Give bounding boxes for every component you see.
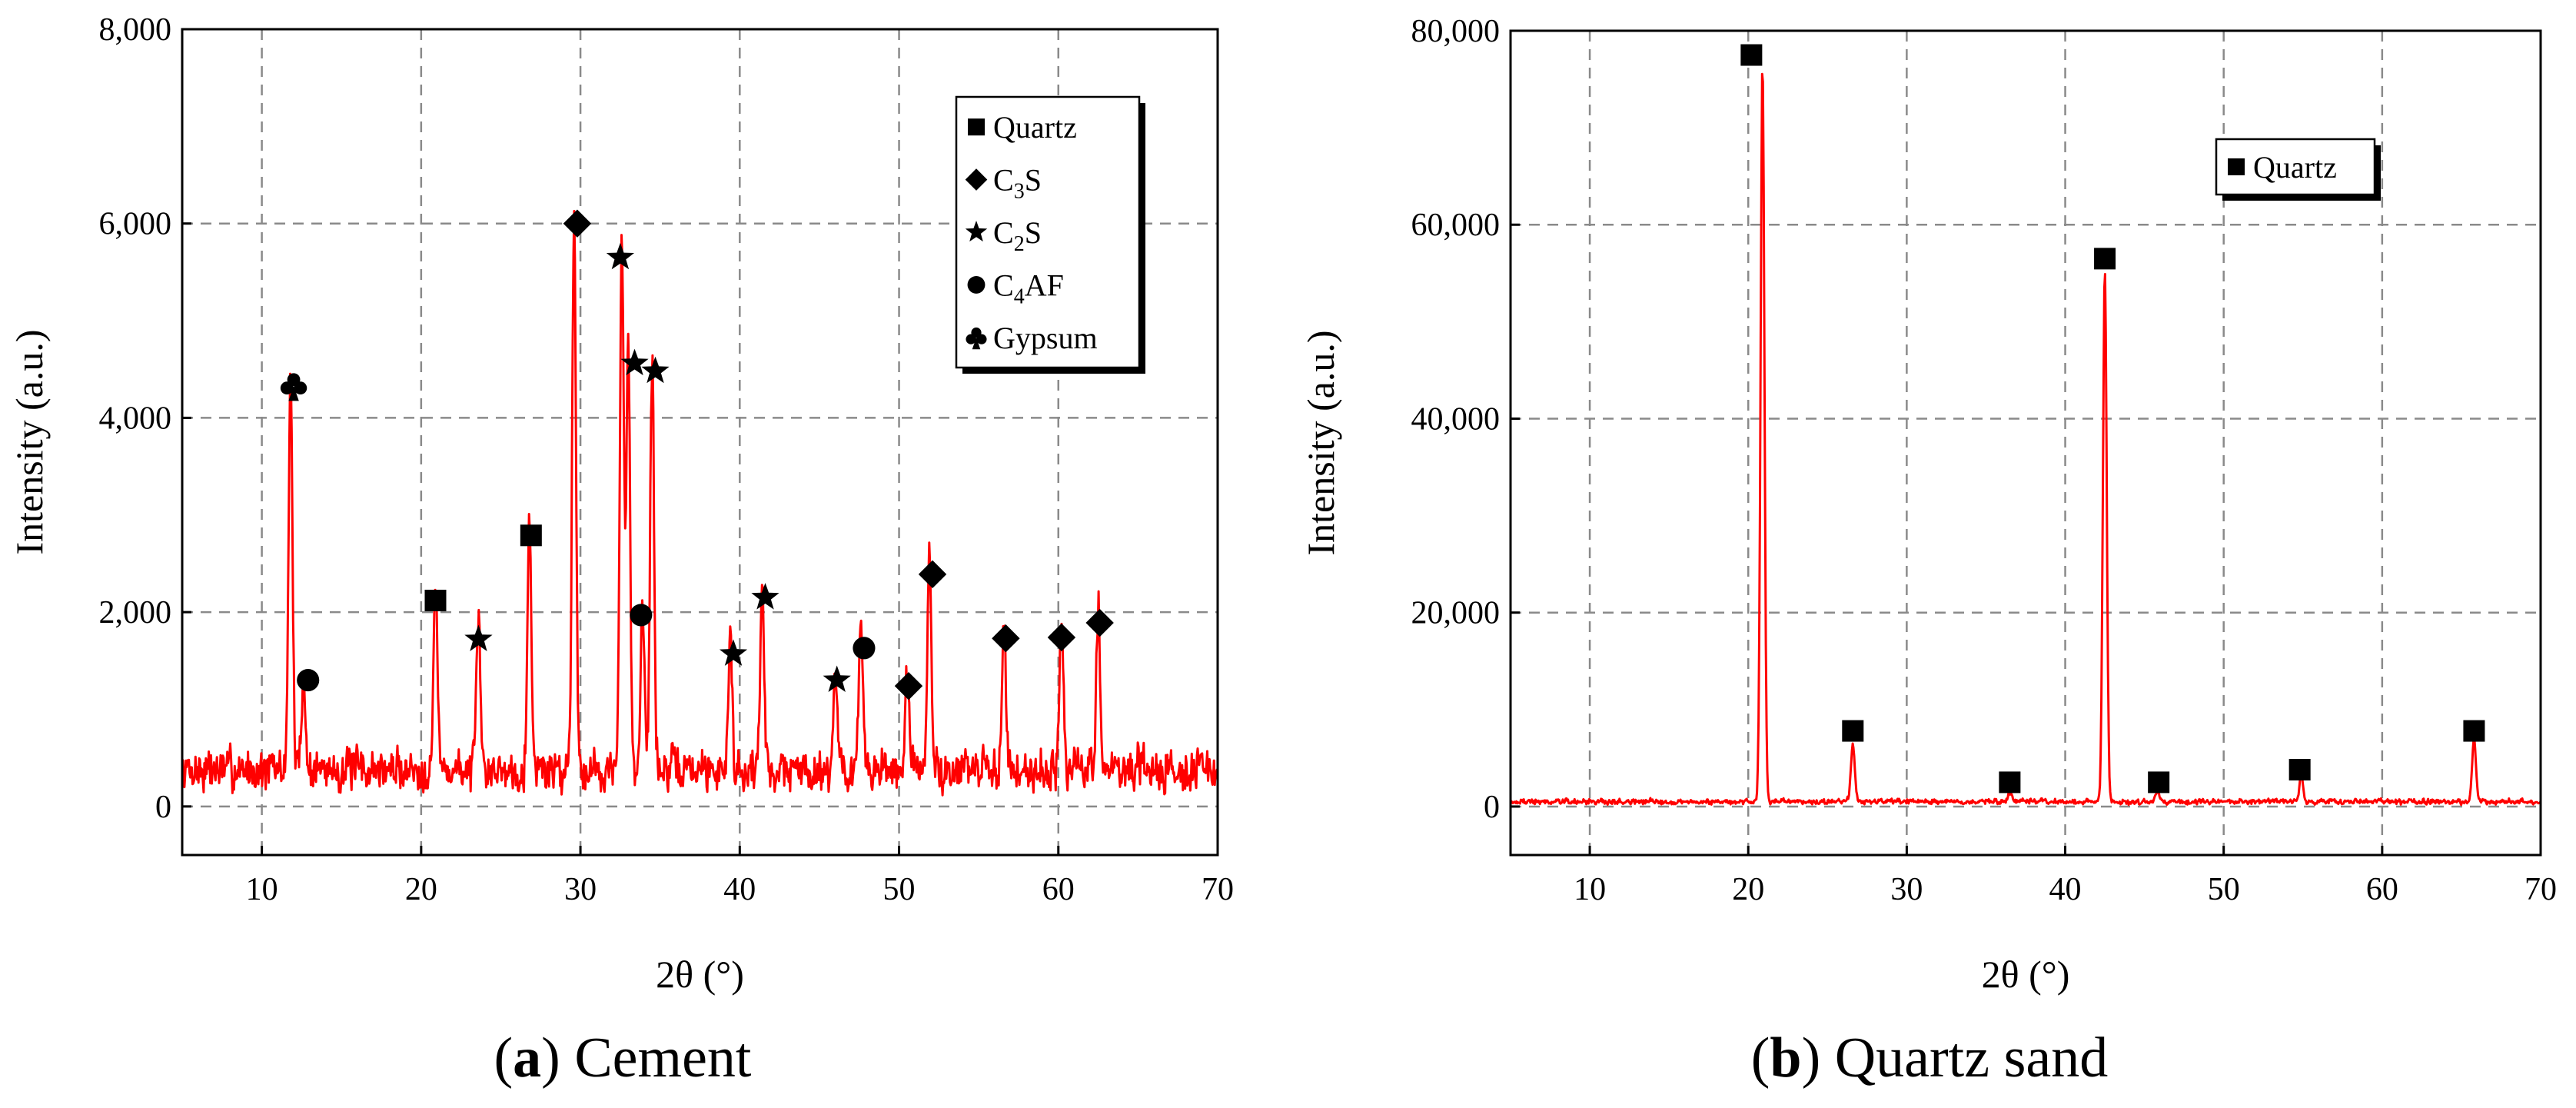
y-tick-label: 0	[155, 790, 171, 825]
peak-marker-diamond	[563, 209, 592, 238]
peak-marker-square	[1999, 771, 2021, 794]
legend-marker-club	[966, 327, 987, 350]
legend-label: Quartz	[2253, 150, 2337, 185]
caption-title: Quartz sand	[1835, 1026, 2108, 1090]
x-tick-label: 60	[2366, 872, 2398, 907]
peak-marker-square	[1842, 720, 1864, 742]
y-tick-label: 20,000	[1411, 596, 1501, 631]
caption-letter: b	[1770, 1026, 1801, 1090]
series-line	[182, 210, 1218, 797]
legend-label: C3S	[993, 163, 1042, 204]
x-tick-label: 30	[1890, 872, 1923, 907]
y-tick-label: 8,000	[99, 12, 172, 48]
peak-marker-square	[2094, 248, 2116, 270]
x-tick-label: 40	[723, 872, 756, 907]
panel-quartz-sand: (b) Quartz sand 10 20 30 40 50 60 70 0 20,000 40,…	[1299, 14, 2557, 1090]
x-tick-label: 40	[2049, 872, 2082, 907]
y-tick-label: 60,000	[1411, 208, 1501, 243]
peak-marker-diamond	[1085, 608, 1114, 637]
peak-marker-square	[2463, 720, 2485, 742]
y-tick-label: 2,000	[99, 595, 172, 631]
legend-label: C4AF	[993, 268, 1064, 308]
x-tick-label: 10	[246, 872, 278, 907]
legend-marker-square	[968, 118, 985, 136]
peak-markers	[1740, 44, 2485, 794]
caption-cement: (a) Cement	[494, 1026, 752, 1090]
y-tick-label: 0	[1484, 790, 1500, 825]
legend-box	[955, 95, 1141, 369]
series-line	[1511, 72, 2541, 807]
legend-marker-star	[965, 221, 988, 242]
peak-marker-club	[280, 373, 307, 401]
y-axis-title: Intensity (a.u.)	[8, 330, 51, 555]
legend-label: Quartz	[993, 110, 1077, 145]
y-tick-label: 80,000	[1411, 14, 1501, 49]
legend-label: Gypsum	[993, 321, 1098, 355]
peak-marker-diamond	[1047, 623, 1076, 652]
x-tick-label: 20	[405, 872, 437, 907]
peak-marker-star	[641, 356, 670, 384]
legend: Quartz	[2215, 138, 2381, 201]
peak-marker-star	[719, 639, 748, 666]
legend-marker-diamond	[965, 168, 988, 191]
x-tick-label: 70	[1202, 872, 1234, 907]
peak-marker-square	[2288, 759, 2311, 781]
y-tick-label: 6,000	[99, 207, 172, 242]
y-tick-label: 40,000	[1411, 401, 1501, 437]
peak-marker-circle	[853, 637, 876, 660]
legend-marker-square	[2228, 158, 2245, 175]
peak-marker-square	[424, 589, 447, 611]
x-axis-title: 2θ (°)	[1982, 953, 2070, 996]
peak-marker-diamond	[894, 671, 923, 700]
x-tick-label: 30	[564, 872, 597, 907]
x-axis-title: 2θ (°)	[656, 953, 744, 996]
peak-marker-star	[464, 624, 493, 651]
peak-marker-circle	[630, 604, 653, 627]
panel-cement: (a) Cement 10 20 30 40 50 60 70 0 2,000 4,000 6,00…	[8, 12, 1234, 1090]
legend: Quartz C3S C2S C4AF Gypsum	[955, 95, 1145, 374]
x-tick-label: 70	[2524, 872, 2557, 907]
peak-marker-star	[620, 348, 649, 376]
peak-marker-diamond	[992, 624, 1020, 653]
plot-frame	[181, 28, 1219, 857]
peak-marker-square	[520, 524, 542, 547]
peak-marker-circle	[297, 669, 320, 692]
x-tick-label: 60	[1042, 872, 1075, 907]
x-tick-label: 10	[1574, 872, 1606, 907]
plot-frame	[1509, 29, 2542, 857]
x-tick-label: 50	[2208, 872, 2240, 907]
legend-marker-circle	[967, 275, 986, 294]
peak-marker-square	[2148, 771, 2170, 794]
caption-quartz-sand: (b) Quartz sand	[1751, 1026, 2108, 1090]
peak-markers	[280, 209, 1114, 700]
peak-marker-star	[751, 583, 779, 610]
x-tick-label: 50	[883, 872, 916, 907]
peak-marker-star	[823, 665, 851, 692]
gridlines	[1511, 31, 2541, 855]
peak-marker-star	[606, 242, 634, 270]
peak-marker-square	[1740, 44, 1763, 66]
legend-label: C2S	[993, 215, 1042, 256]
x-tick-label: 20	[1732, 872, 1764, 907]
y-tick-label: 4,000	[99, 401, 172, 436]
caption-letter: a	[513, 1026, 541, 1090]
y-axis-title: Intensity (a.u.)	[1299, 331, 1342, 556]
peak-marker-diamond	[918, 560, 947, 589]
caption-title: Cement	[574, 1026, 752, 1090]
